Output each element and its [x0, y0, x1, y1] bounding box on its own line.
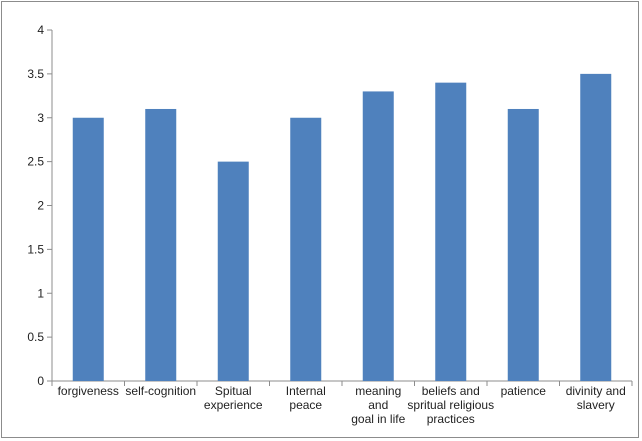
- y-tick-label: 4: [37, 23, 44, 37]
- bar-0: [72, 117, 104, 381]
- y-tick-label: 0.5: [27, 330, 44, 344]
- bar-4: [362, 91, 394, 382]
- x-category-label-line: divinity and: [566, 384, 626, 398]
- bar-2: [217, 161, 249, 381]
- x-category-label: patience: [501, 384, 547, 398]
- x-category-label-line: slavery: [577, 398, 615, 412]
- bar-3: [290, 117, 322, 381]
- y-tick-label: 0: [37, 374, 44, 388]
- x-category-label: forgiveness: [58, 384, 119, 398]
- x-category-label: Internal peace: [286, 384, 326, 412]
- y-tick-label: 2.5: [27, 155, 44, 169]
- y-tick-label: 1.5: [27, 242, 44, 256]
- x-category-label-line: experience: [204, 398, 263, 412]
- x-category-label-line: forgiveness: [58, 384, 119, 398]
- bar-7: [580, 73, 612, 381]
- x-category-label-line: Spitual: [215, 384, 252, 398]
- x-category-label-line: goal in life: [351, 412, 405, 426]
- x-category-label: divinity and slavery: [566, 384, 626, 412]
- y-tick-label: 3.5: [27, 67, 44, 81]
- x-category-label-line: Internal: [286, 384, 326, 398]
- x-category-label-line: practices: [427, 412, 475, 426]
- x-category-label-line: and: [368, 398, 388, 412]
- x-category-label: Spitual experience: [204, 384, 263, 412]
- x-category-label-line: peace: [289, 398, 322, 412]
- bar-6: [507, 108, 539, 381]
- x-category-label-line: patience: [501, 384, 547, 398]
- x-category-label: meaning and goal in life: [351, 384, 405, 426]
- x-category-label-line: self-cognition: [125, 384, 196, 398]
- x-category-label: self-cognition: [125, 384, 196, 398]
- y-tick-label: 3: [37, 111, 44, 125]
- bar-1: [145, 108, 177, 381]
- y-tick-label: 1: [37, 286, 44, 300]
- x-category-label-line: beliefs and: [422, 384, 480, 398]
- y-tick-label: 2: [37, 199, 44, 213]
- bar-5: [435, 82, 467, 382]
- x-category-label-line: spritual religious: [407, 398, 494, 412]
- x-category-label: beliefs and spritual religious practices: [407, 384, 494, 426]
- x-category-label-line: meaning: [355, 384, 401, 398]
